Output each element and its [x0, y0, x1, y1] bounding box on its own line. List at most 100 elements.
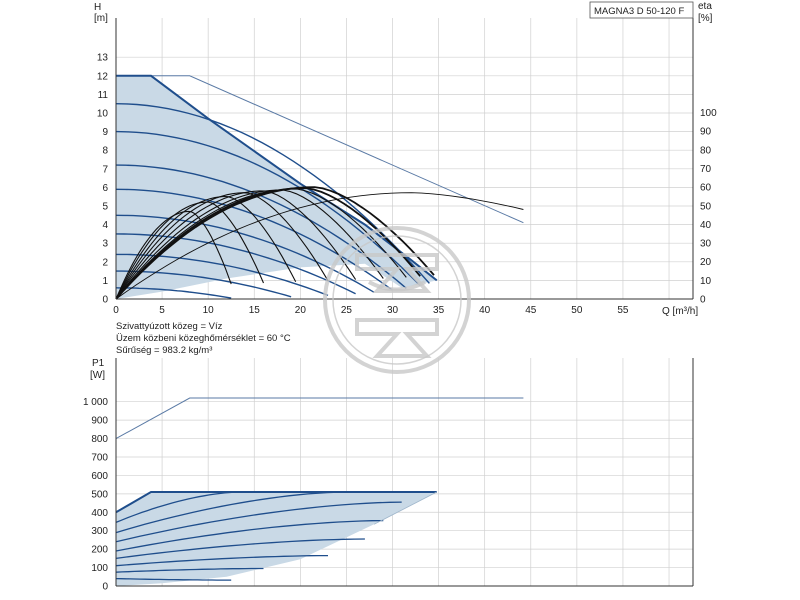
- head-x-tick-label: 40: [479, 305, 491, 316]
- eta-y-tick-label: 60: [700, 183, 712, 194]
- head-chart-axes: 0123456789101112130102030405060708090100…: [97, 18, 717, 316]
- power-y-tick-label: 600: [91, 471, 108, 482]
- head-control-curve: [115, 103, 430, 284]
- eta-y-tick-label: 40: [700, 220, 712, 231]
- head-y-tick-label: 4: [102, 220, 108, 231]
- model-box: [589, 1, 694, 19]
- head-y-tick-label: 10: [97, 109, 109, 120]
- eta-y-tick-label: 50: [700, 201, 712, 212]
- head-x-tick-label: 35: [433, 305, 445, 316]
- head-y-label: H: [94, 2, 101, 13]
- eta-curve: [115, 195, 297, 300]
- power-y-label: P1: [92, 358, 105, 369]
- head-control-curve: [115, 233, 356, 295]
- eta-curve: [115, 190, 357, 300]
- power-control-curve: [115, 538, 365, 560]
- power-y-unit: [W]: [90, 370, 105, 381]
- head-y-tick-label: 13: [97, 53, 109, 64]
- head-x-tick-label: 30: [387, 305, 399, 316]
- head-x-tick-label: 0: [113, 305, 119, 316]
- power-right-boundary: [373, 491, 437, 525]
- eta-y-tick-label: 90: [700, 127, 712, 138]
- eta-y-tick-label: 10: [700, 276, 712, 287]
- power-control-curve: [115, 577, 232, 581]
- power-control-curve: [115, 491, 241, 524]
- seal-top-mark: [355, 253, 439, 293]
- head-control-curve: [116, 270, 292, 298]
- power-y-tick-label: 1 000: [83, 397, 108, 408]
- head-operating-area: [116, 75, 437, 299]
- head-x-tick-label: 15: [249, 305, 261, 316]
- eta-y-label: eta: [698, 1, 712, 12]
- seal-bottom-mark: [355, 318, 439, 358]
- eta-y-tick-label: 0: [700, 295, 706, 306]
- head-area-fill: [116, 75, 437, 299]
- head-y-tick-label: 7: [102, 164, 108, 175]
- power-y-tick-label: 900: [91, 416, 108, 427]
- power-control-curve: [115, 519, 384, 552]
- head-y-tick-label: 5: [102, 202, 108, 213]
- eta-curve: [115, 186, 435, 300]
- seal-outer-ring: [323, 226, 471, 374]
- eta-curve: [115, 189, 384, 300]
- power-operating-area: [116, 492, 437, 586]
- eta-y-tick-label: 100: [700, 108, 717, 119]
- power-y-tick-label: 800: [91, 434, 108, 445]
- eta-y-unit: [%]: [698, 13, 713, 24]
- power-max-proportional-line: [115, 397, 524, 440]
- power-control-curve: [115, 554, 328, 567]
- head-y-unit: [m]: [94, 13, 108, 24]
- power-chart-axes: 0 100 200 300 400 500 600 700 800 900 1 000: [83, 358, 694, 593]
- head-y-tick-label: 2: [102, 257, 108, 268]
- head-x-tick-label: 45: [525, 305, 537, 316]
- eta-y-tick-label: 30: [700, 239, 712, 250]
- power-control-curve: [115, 567, 264, 573]
- head-x-label: Q [m³/h]: [662, 306, 698, 317]
- eta-y-tick-label: 20: [700, 257, 712, 268]
- head-x-tick-label: 25: [341, 305, 353, 316]
- head-y-tick-label: 11: [98, 90, 109, 101]
- power-y-tick-label: 0: [102, 582, 108, 593]
- head-max-curve: [116, 74, 438, 282]
- power-control-curve: [115, 491, 347, 534]
- info-fluid: Szivattyúzott közeg = Víz: [116, 321, 223, 332]
- power-y-tick-label: 400: [91, 508, 108, 519]
- power-y-tick-label: 500: [91, 489, 108, 500]
- seal-inner-ring: [332, 235, 462, 365]
- seal-middle-mark: [368, 280, 426, 292]
- seal-logo-icon: [323, 226, 471, 374]
- power-control-curve: [115, 501, 402, 543]
- info-density: Sűrűség = 983.2 kg/m³: [116, 345, 212, 356]
- head-control-curve: [115, 287, 232, 299]
- head-y-tick-label: 8: [102, 146, 108, 157]
- head-control-curve: [116, 253, 329, 297]
- head-x-tick-label: 50: [571, 305, 583, 316]
- head-y-tick-label: 6: [102, 183, 108, 194]
- power-y-tick-label: 300: [91, 526, 108, 537]
- efficiency-curves: [115, 186, 524, 300]
- head-control-curve: [115, 130, 421, 287]
- info-temperature: Üzem közbeni közeghőmérséklet = 60 °C: [116, 333, 291, 344]
- power-curves: [115, 397, 524, 581]
- eta-curve: [115, 201, 265, 300]
- power-y-tick-label: 700: [91, 452, 108, 463]
- model-label: MAGNA3 D 50-120 F: [594, 6, 684, 17]
- eta-y-tick-label: 70: [700, 164, 712, 175]
- head-y-tick-label: 3: [102, 239, 108, 250]
- eta-curve: [115, 192, 329, 300]
- eta-max-curve: [115, 192, 524, 300]
- head-y-tick-label: 9: [102, 127, 108, 138]
- head-x-tick-label: 20: [295, 305, 307, 316]
- head-y-tick-label: 1: [102, 276, 108, 287]
- eta-y-tick-label: 80: [700, 145, 712, 156]
- head-x-tick-label: 5: [159, 305, 165, 316]
- head-y-tick-label: 12: [97, 71, 109, 82]
- power-y-tick-label: 200: [91, 545, 108, 556]
- power-max-curve: [115, 491, 437, 514]
- power-y-tick-label: 100: [91, 563, 108, 574]
- eta-curve: [115, 188, 407, 300]
- power-area-fill: [116, 492, 437, 586]
- head-x-tick-label: 55: [617, 305, 629, 316]
- head-x-tick-label: 10: [203, 305, 215, 316]
